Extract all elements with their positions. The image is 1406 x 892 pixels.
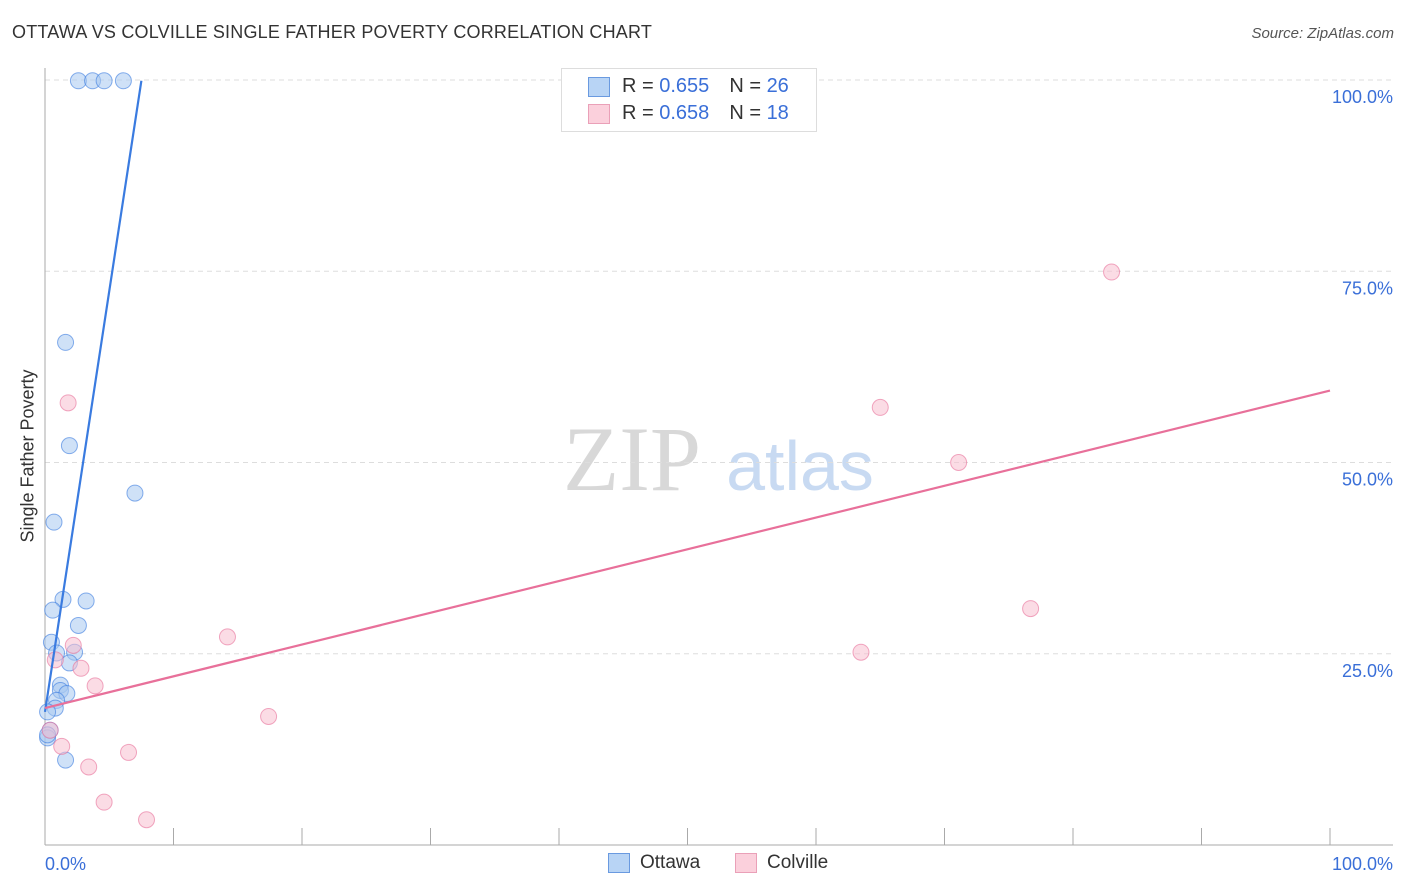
colville-point xyxy=(95,793,113,811)
colville-point xyxy=(138,811,156,829)
colville-r: 0.658 xyxy=(659,102,710,124)
colville-point xyxy=(120,743,138,761)
colville-point xyxy=(80,758,98,776)
watermark: atlas xyxy=(726,427,874,505)
ottawa-swatch xyxy=(588,76,610,97)
legend-row-ottawa: R = 0.655 N = 26 xyxy=(588,75,789,98)
colville-point xyxy=(59,394,77,412)
x-tick-label: 100.0% xyxy=(1332,854,1393,874)
y-tick-label: 50.0% xyxy=(1342,470,1393,490)
colville-point xyxy=(53,737,71,755)
ottawa-trend-line xyxy=(43,80,143,713)
colville-point xyxy=(64,636,82,654)
legend-row-colville: R = 0.658 N = 18 xyxy=(588,102,789,125)
colville-point xyxy=(218,628,236,646)
bottom-legend-ottawa: Ottawa xyxy=(608,852,700,874)
ottawa-point xyxy=(69,72,87,90)
ottawa-point xyxy=(126,484,144,502)
colville-point xyxy=(871,398,889,416)
ottawa-r: 0.655 xyxy=(659,75,710,97)
colville-point xyxy=(260,707,278,725)
ottawa-point xyxy=(44,601,62,619)
colville-label: Colville xyxy=(767,852,829,873)
ottawa-point xyxy=(45,513,63,531)
colville-trend-line xyxy=(44,389,1331,710)
y-tick-label: 100.0% xyxy=(1332,87,1393,107)
ottawa-swatch xyxy=(608,853,630,873)
x-tick-label: 0.0% xyxy=(45,854,86,874)
colville-swatch xyxy=(735,853,757,873)
chart-title: OTTAWA VS COLVILLE SINGLE FATHER POVERTY… xyxy=(12,22,653,42)
colville-point xyxy=(72,659,90,677)
colville-point xyxy=(1103,263,1121,281)
colville-point xyxy=(46,651,64,669)
source-label: Source: ZipAtlas.com xyxy=(1251,25,1394,42)
ottawa-n: 26 xyxy=(766,75,789,97)
ottawa-label: Ottawa xyxy=(640,852,701,873)
ottawa-point xyxy=(60,437,78,455)
ottawa-point xyxy=(69,616,87,634)
colville-point xyxy=(950,454,968,471)
colville-point xyxy=(852,643,870,661)
ottawa-point xyxy=(114,72,132,90)
colville-point xyxy=(86,677,104,695)
ottawa-point xyxy=(77,592,95,610)
ottawa-point xyxy=(39,703,57,721)
colville-swatch xyxy=(588,103,610,124)
r-label: R = xyxy=(622,102,654,124)
n-label: N = xyxy=(729,75,761,97)
ottawa-point xyxy=(57,333,75,351)
r-label: R = xyxy=(622,75,654,97)
colville-n: 18 xyxy=(766,102,789,124)
colville-point xyxy=(41,721,59,739)
y-tick-label: 75.0% xyxy=(1342,278,1393,298)
colville-point xyxy=(1022,600,1040,618)
ottawa-point xyxy=(95,72,113,90)
bottom-legend-colville: Colville xyxy=(735,852,828,874)
y-tick-label: 25.0% xyxy=(1342,661,1393,681)
watermark: ZIP xyxy=(563,408,701,510)
n-label: N = xyxy=(729,102,761,124)
legend: R = 0.655 N = 26 R = 0.658 N = 18 xyxy=(561,68,817,132)
